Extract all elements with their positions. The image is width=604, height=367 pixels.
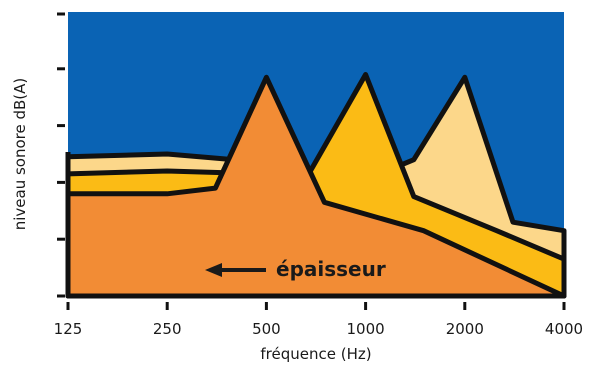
annotation: épaisseur: [205, 257, 386, 281]
x-axis-ticks: 125 250 500 1000 2000 4000: [54, 302, 583, 338]
x-tick-label: 125: [54, 320, 83, 338]
x-tick-label: 500: [252, 320, 281, 338]
y-axis-label: niveau sonore dB(A): [11, 78, 29, 231]
plot-frame: [65, 152, 564, 299]
annotation-text: épaisseur: [276, 257, 386, 281]
y-axis-ticks: [57, 12, 65, 298]
x-tick-label: 1000: [347, 320, 385, 338]
annotation-arrow-head: [205, 263, 222, 277]
x-axis-label: fréquence (Hz): [260, 345, 371, 363]
x-tick-label: 4000: [545, 320, 583, 338]
x-tick-label: 250: [153, 320, 182, 338]
x-tick-label: 2000: [446, 320, 484, 338]
